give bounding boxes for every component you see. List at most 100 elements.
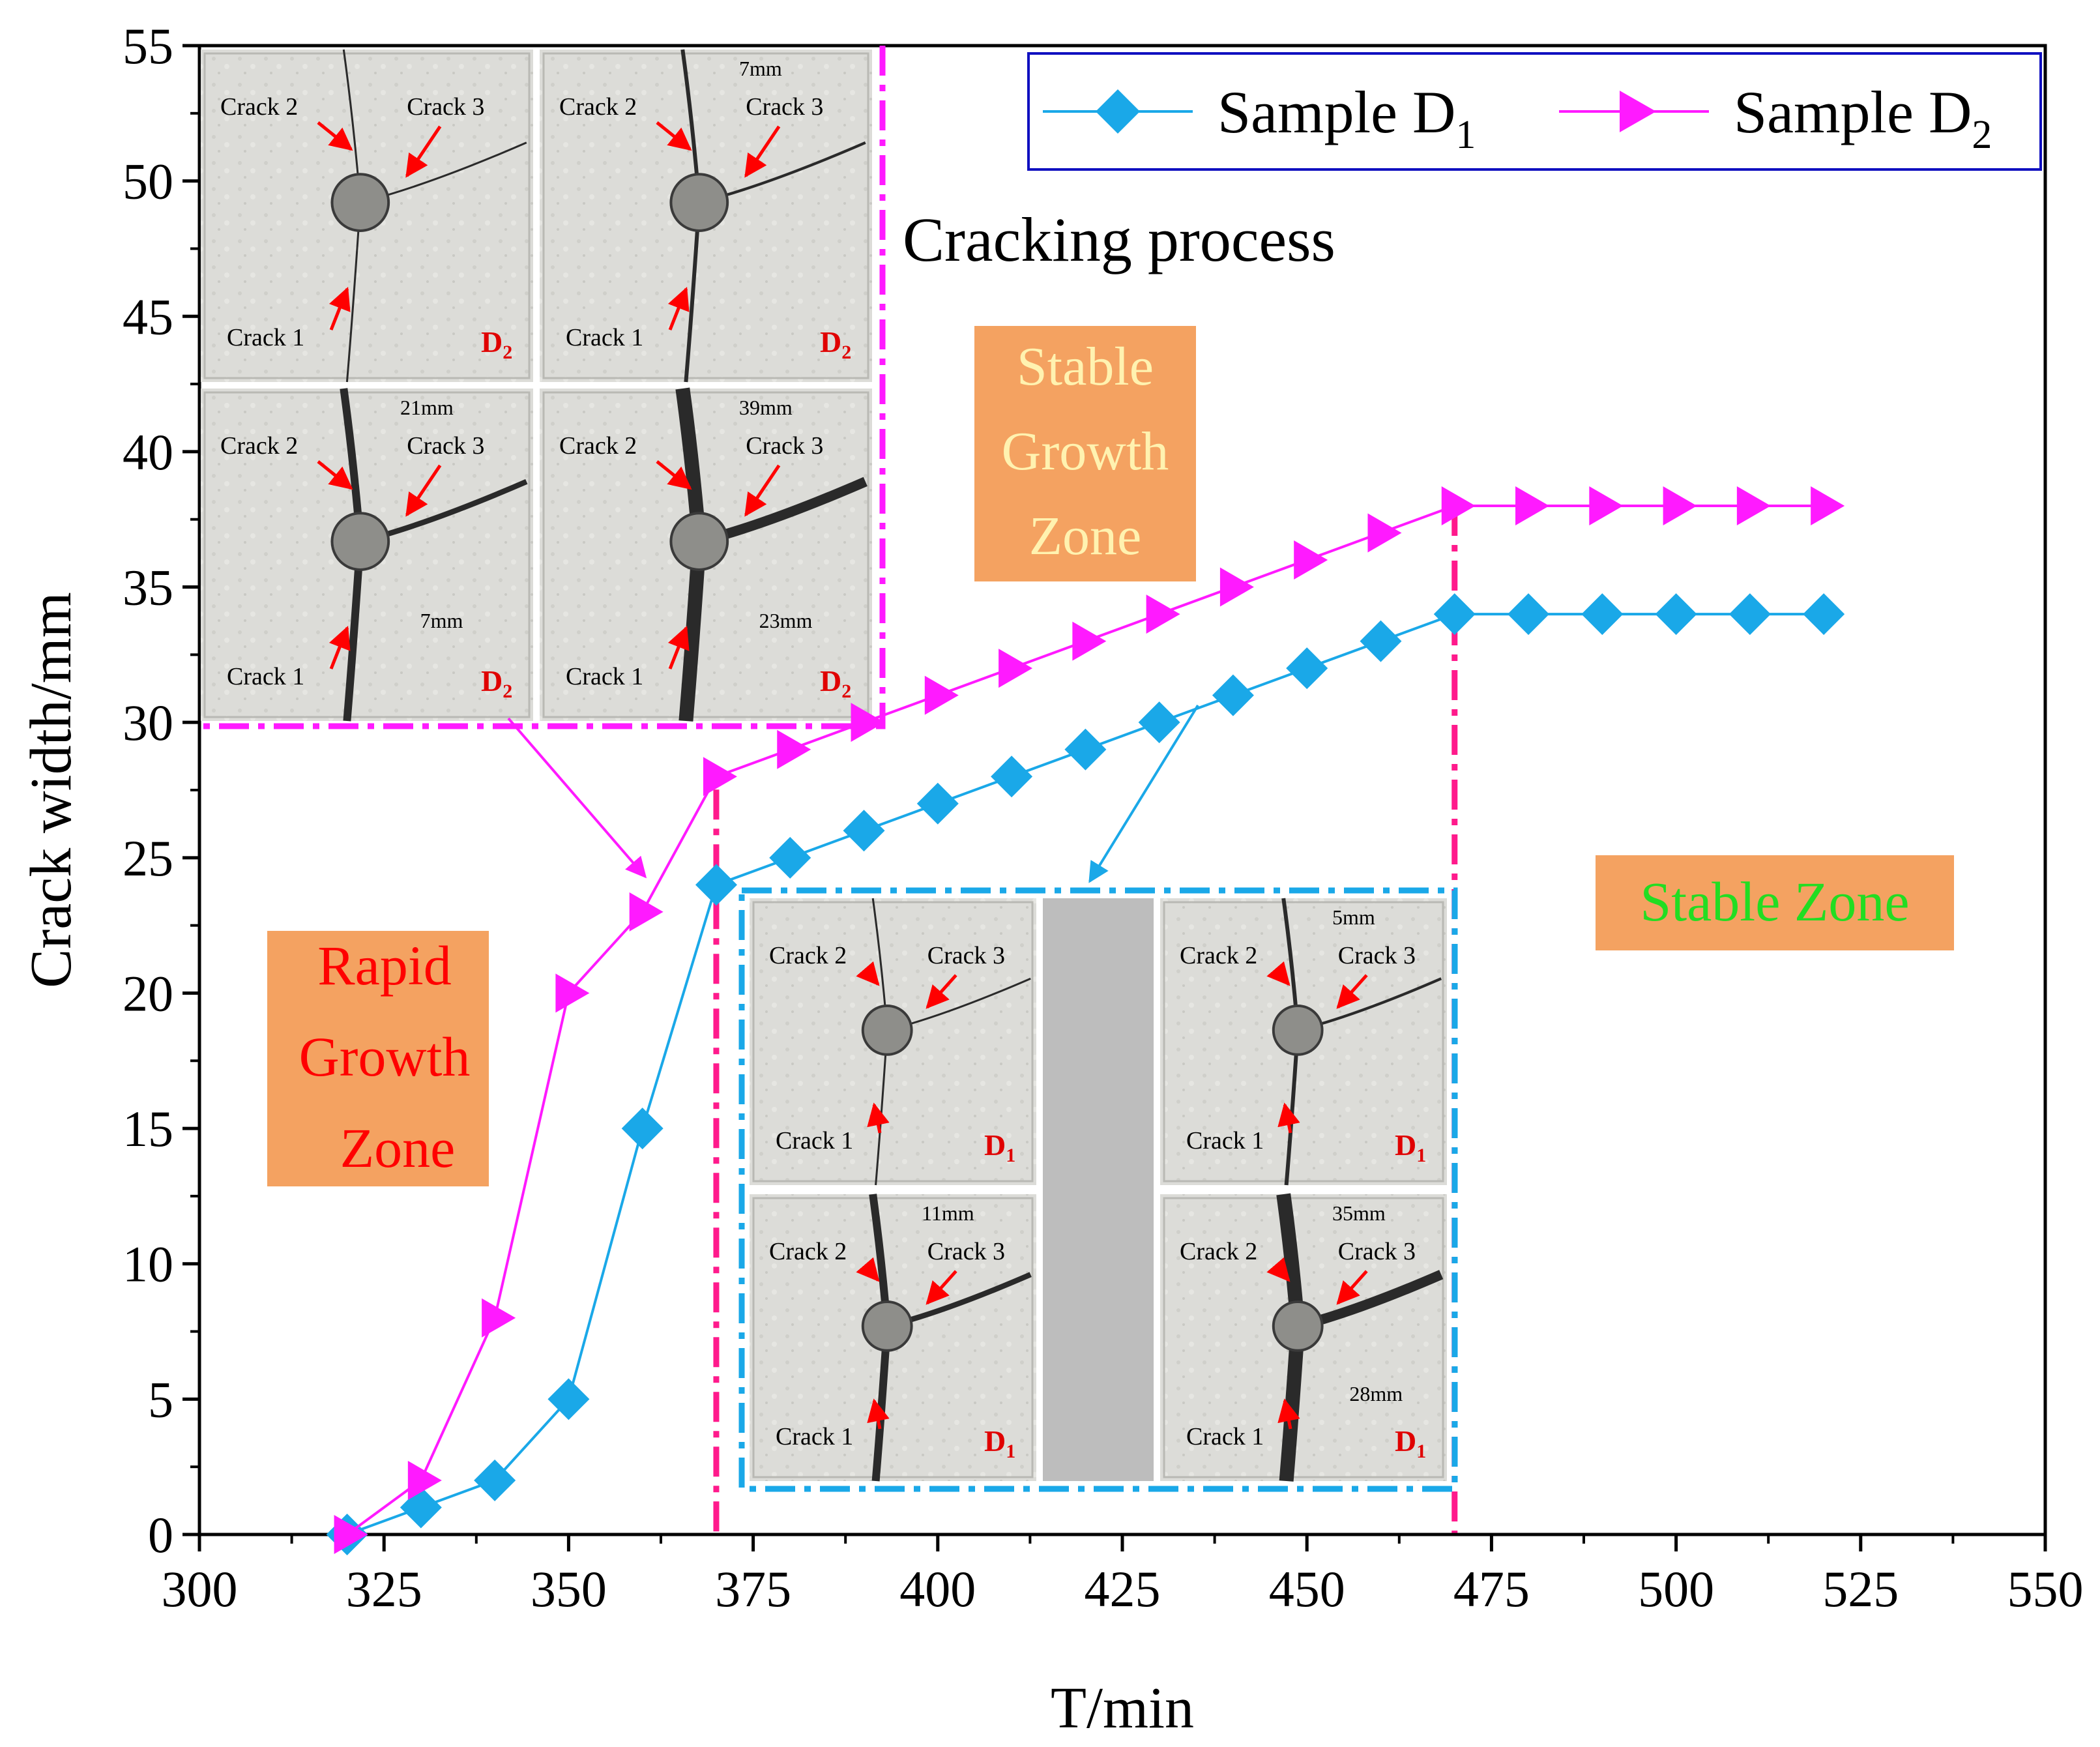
crack-label: Crack 1 [776,1127,853,1154]
cracking-agent-hole [1272,1005,1324,1056]
data-point-sample-d2 [1811,486,1845,525]
crack-label: Crack 1 [227,324,304,351]
legend-marker [1096,89,1140,134]
crack-arrow [744,125,781,178]
crack-width-label: 39mm [739,396,793,419]
crack-arrow [667,286,690,330]
sample-edge [752,1197,1034,1478]
crack-label: Crack 3 [746,93,823,121]
rapid-growth-zone-text: Growth [299,1025,471,1088]
data-point-sample-d1 [1581,593,1624,636]
crack-arrow [405,464,442,517]
sample-subscript: 1 [1416,1441,1426,1462]
rapid-growth-zone-box [267,931,489,1186]
crack-label: Crack 2 [1180,942,1257,969]
crack-arrow [1336,974,1368,1009]
crack-width-label: 7mm [420,609,463,632]
data-point-sample-d2 [482,1298,516,1338]
crack-label: Crack 1 [566,663,643,690]
d1-inset-frame [738,887,1458,1492]
crack-arrow [328,625,351,669]
legend-layer: Sample D1 Sample D2 [1027,52,2042,171]
data-point-sample-d1 [769,836,811,879]
sample-subscript: 2 [503,342,512,363]
data-point-sample-d1 [1433,593,1476,636]
crack-arrow [1277,1398,1300,1430]
crack-arrow [867,1102,890,1134]
cracking-agent-hole [861,1005,913,1056]
crack-label: Crack 3 [407,93,484,121]
crack-arrow [856,961,880,986]
x-tick-label: 300 [162,1561,238,1617]
data-point-sample-d1 [1728,593,1771,636]
data-point-sample-d1 [547,1378,590,1420]
cracking-agent-hole [861,1300,913,1352]
cracking-agent-hole [330,173,390,232]
data-point-sample-d1 [1212,674,1254,716]
stable-growth-zone-box [974,326,1196,581]
legend-label: Sample D1 [1218,79,1476,157]
y-tick-label: 55 [123,18,173,74]
x-tick-label: 325 [346,1561,422,1617]
y-tick-label: 0 [148,1506,173,1563]
crack-label: Crack 2 [769,1238,847,1265]
stable-growth-zone-text: Stable [1017,336,1154,397]
data-point-sample-d2 [851,703,885,742]
axes-layer: 300 325 350 375 400 425 450 475 500 525 550 0 5 10 15 2… [19,18,2084,1740]
data-point-sample-d2 [1072,621,1107,661]
crack-arrow [856,1257,880,1282]
crack-label: Crack 3 [407,432,484,460]
crack-arrow [656,121,692,151]
data-point-sample-d1 [916,782,959,825]
d1-inset-gap [1043,898,1154,1481]
crack-arrow [328,286,351,330]
crack-width-label: 7mm [739,57,782,80]
y-tick-label: 15 [123,1100,173,1157]
crack-width-label: 28mm [1349,1382,1403,1405]
data-point-sample-d2 [703,757,737,797]
sample-label: D2 [481,664,512,702]
y-tick-label: 40 [123,424,173,480]
cracking-agent-hole [669,173,729,232]
data-point-sample-d2 [334,1515,368,1554]
legend-label-subscript: 1 [1455,113,1476,157]
crack-arrow [926,1270,957,1305]
cracking-agent-hole [330,512,390,571]
crack-arrow [656,460,692,490]
y-tick-label: 10 [123,1236,173,1293]
crack-width-label: 21mm [400,396,454,419]
data-point-sample-d2 [777,729,811,769]
data-point-sample-d2 [407,1460,442,1500]
crack-label: Crack 1 [566,324,643,351]
data-point-sample-d1 [474,1459,516,1501]
sample-subscript: 2 [503,681,512,702]
crack-arrow [1266,1257,1291,1282]
crack-label: Crack 1 [1186,1423,1264,1450]
crack-arrow [926,974,957,1009]
series-layer [326,486,1845,1555]
sample-edge [1163,1197,1444,1478]
crack-arrow [317,121,353,151]
data-point-sample-d2 [999,649,1033,688]
d2-photo-stage-3: Crack 2 Crack 3 Crack 1 21mm 7mm D2 [201,388,533,722]
crack-label: Crack 1 [776,1423,853,1450]
zone-labels-layer: Cracking process Stable Growth Zone Rapid Gro… [267,205,1954,1534]
crack-width-label: 23mm [759,609,813,632]
data-point-sample-d1 [1138,701,1180,744]
sample-subscript: 2 [841,681,851,702]
crack-label: Crack 2 [559,432,637,460]
data-point-sample-d2 [1515,486,1550,525]
sample-subscript: 1 [1006,1441,1015,1462]
data-point-sample-d1 [1064,728,1107,771]
data-point-sample-d2 [1736,486,1771,525]
data-point-sample-d2 [1663,486,1697,525]
crack-arrow [1266,961,1291,986]
crack-arrow [1277,1102,1300,1134]
stable-growth-zone-text: Zone [1029,506,1142,566]
data-point-sample-d2 [1441,486,1476,525]
data-point-sample-d2 [1219,567,1254,607]
data-point-sample-d2 [1294,540,1328,580]
